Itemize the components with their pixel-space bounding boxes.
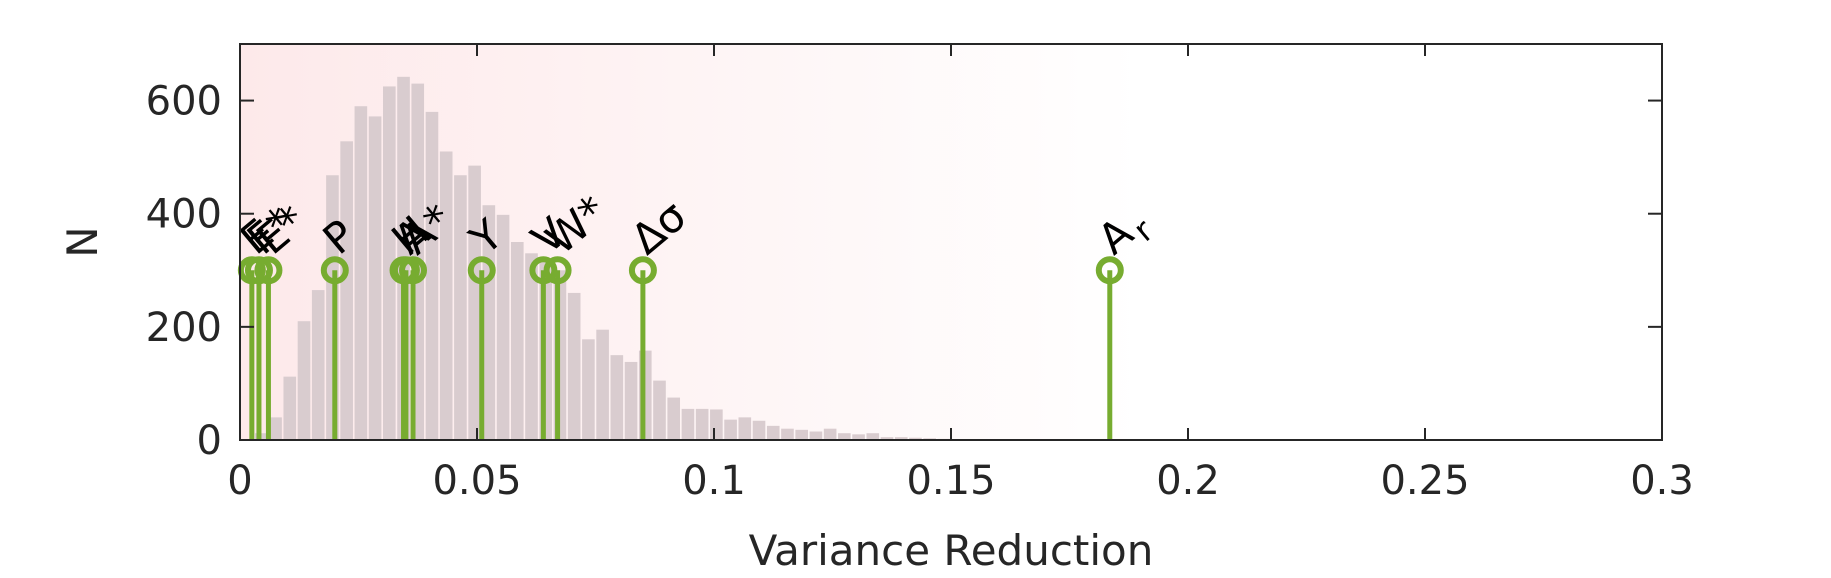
histogram-bar [567, 292, 581, 440]
plot-area-fill [240, 44, 1662, 440]
x-tick-label: 0 [227, 458, 252, 504]
y-tick-label: 600 [146, 79, 222, 125]
y-tick-label: 400 [146, 192, 222, 238]
histogram-bar [710, 409, 723, 440]
y-tick-label: 0 [197, 418, 222, 464]
histogram-bar [653, 380, 666, 440]
x-tick-label: 0.1 [682, 458, 746, 504]
histogram-bar [454, 175, 467, 440]
histogram-bar [354, 106, 368, 440]
histogram-bar [781, 428, 794, 440]
stem-marker [467, 256, 496, 285]
histogram-bar [667, 397, 681, 440]
histogram-bar [596, 329, 609, 440]
histogram-bar [283, 376, 297, 440]
histogram-bar [496, 214, 510, 440]
x-axis-ticks: 0 0.05 0.1 0.15 0.2 0.25 0.3 [227, 44, 1694, 504]
histogram-bar [269, 417, 282, 440]
histogram-bar [795, 429, 808, 440]
x-tick-label: 0.2 [1156, 458, 1220, 504]
histogram-bar [880, 437, 894, 440]
histogram-bar [809, 431, 823, 440]
histogram-bar [823, 428, 837, 440]
histogram-bar [525, 253, 538, 440]
histogram-bar [695, 408, 709, 440]
histogram-bar [610, 355, 624, 440]
x-tick-label: 0.25 [1380, 458, 1469, 504]
stem-marker [399, 256, 428, 285]
histogram-bar [738, 417, 752, 440]
histogram-bar [340, 141, 353, 440]
stem-marker [254, 256, 283, 285]
histogram-bar [852, 434, 865, 440]
stem-marker [543, 256, 572, 285]
histogram-bar [724, 419, 737, 440]
histogram-bar [866, 433, 880, 440]
histogram-bar [425, 111, 439, 440]
histogram-bar [311, 290, 325, 440]
histogram-bar [383, 86, 396, 440]
x-axis-title: Variance Reduction [749, 526, 1154, 575]
histogram-bar [582, 339, 595, 440]
histogram-bar [681, 408, 695, 440]
y-axis-title: N [58, 226, 107, 257]
histogram-bar [368, 116, 382, 440]
histogram-bar [766, 425, 780, 440]
histogram-bar [439, 151, 453, 440]
stem-marker [320, 256, 349, 285]
stem-marker [628, 256, 657, 285]
stem-marker [529, 256, 558, 285]
histogram-bar [624, 361, 638, 440]
histogram-bar [510, 242, 524, 440]
y-axis-ticks: 0 200 400 600 [146, 79, 1662, 464]
x-tick-label: 0.3 [1630, 458, 1694, 504]
histogram-bar [894, 437, 908, 440]
histogram-bar [752, 420, 766, 440]
histogram-bars [255, 76, 951, 440]
histogram-bar [297, 321, 311, 440]
x-tick-label: 0.05 [432, 458, 521, 504]
x-tick-label: 0.15 [906, 458, 995, 504]
y-tick-label: 200 [146, 305, 222, 351]
plot-background [240, 44, 1662, 440]
stem-marker [1095, 256, 1124, 285]
histogram-bar [468, 165, 481, 440]
histogram-bar [909, 437, 922, 440]
histogram-bar [838, 433, 851, 440]
stem-markers [237, 256, 1124, 440]
